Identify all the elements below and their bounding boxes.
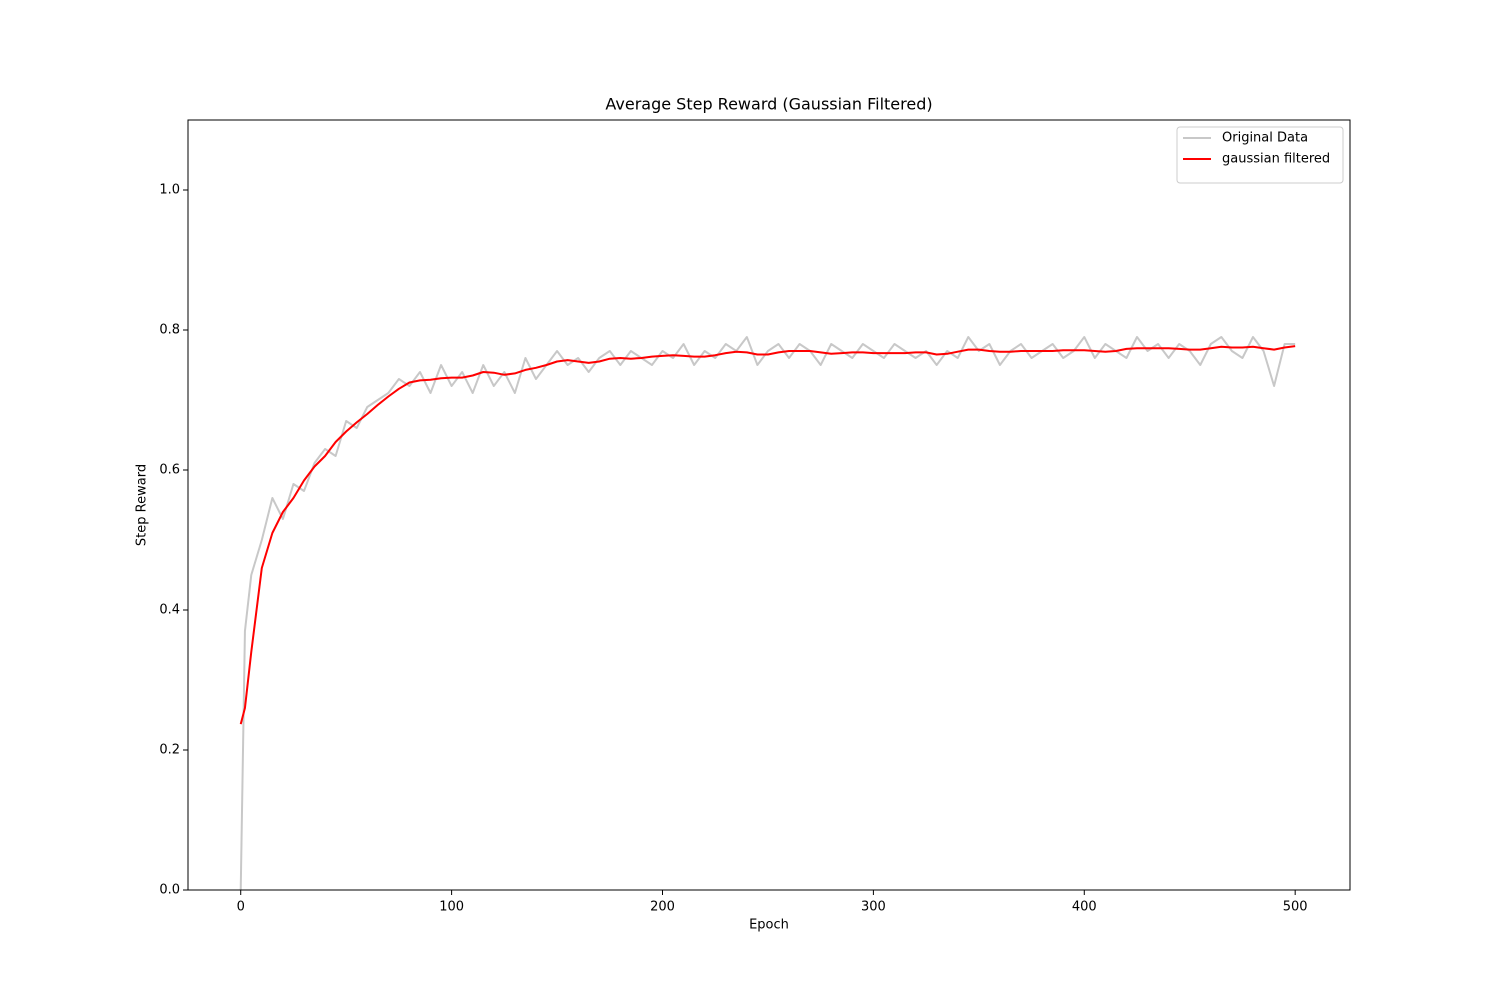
x-tick-label: 0 [237,900,245,915]
legend-box [1176,126,1344,184]
x-tick-label: 300 [861,900,886,915]
y-tick-label: 0.4 [159,603,180,618]
legend-label: gaussian filtered [1222,152,1330,167]
x-tick-label: 100 [439,900,464,915]
plot-frame [187,119,1351,891]
y-tick-label: 1.0 [159,183,180,198]
x-tick-label: 400 [1072,900,1097,915]
x-axis-label: Epoch [749,918,789,933]
x-tick-label: 500 [1283,900,1308,915]
y-tick-label: 0.8 [159,323,180,338]
legend-label: Original Data [1222,131,1308,146]
y-axis-label: Step Reward [135,464,150,546]
x-tick-label: 200 [650,900,675,915]
data-line [239,345,1296,725]
y-tick-label: 0.2 [159,743,180,758]
y-tick-label: 0.0 [159,883,180,898]
y-tick-label: 0.6 [159,463,180,478]
data-line [239,336,1296,891]
chart-title: Average Step Reward (Gaussian Filtered) [605,95,932,114]
